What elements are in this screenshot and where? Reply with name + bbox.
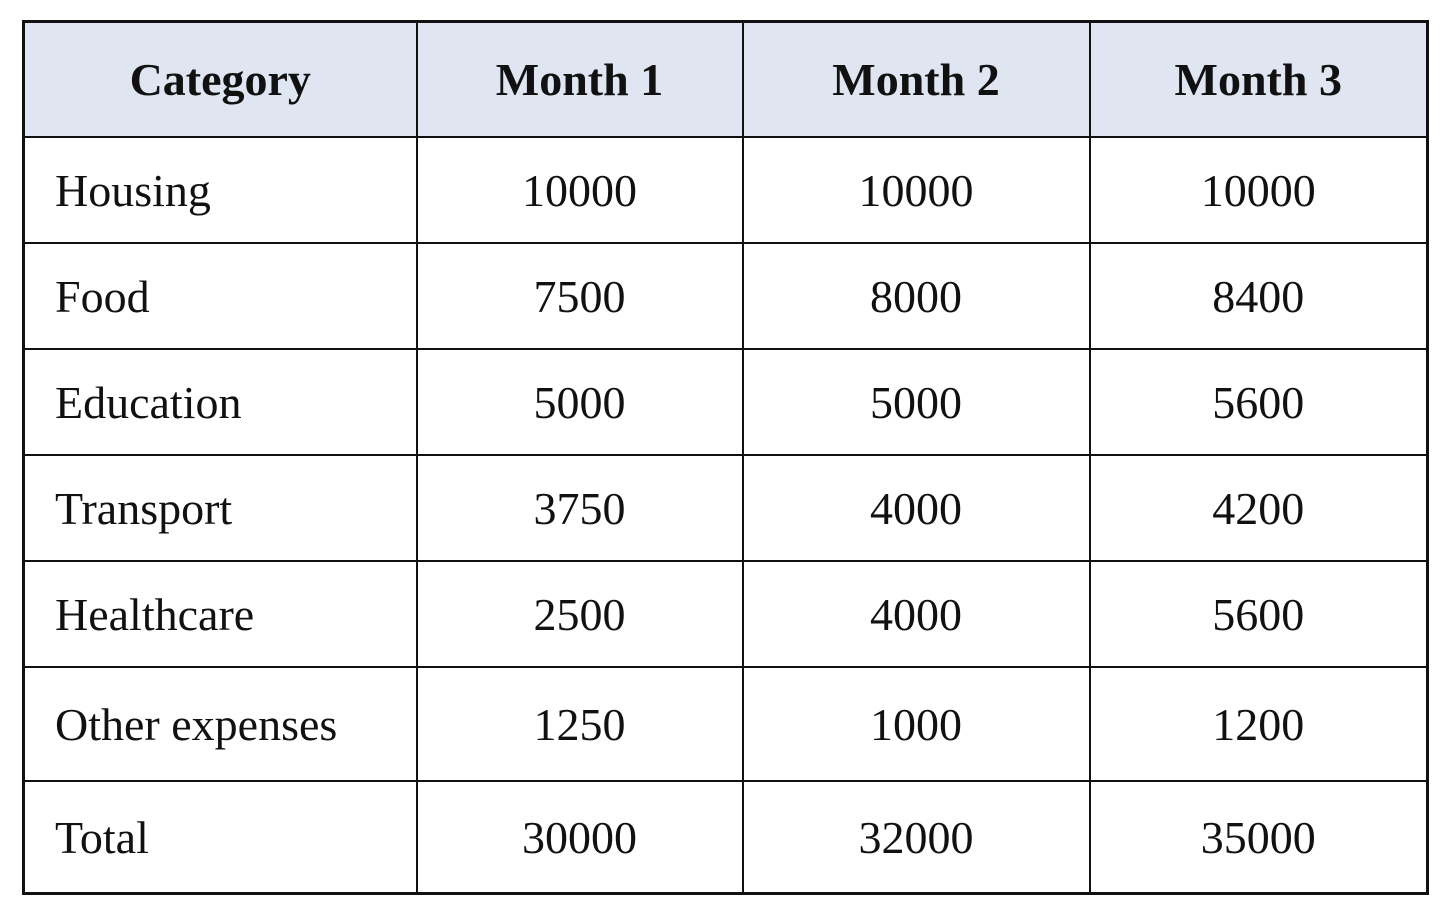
value-cell: 4200 [1088,454,1429,562]
table-body: Housing 10000 10000 10000 Food 7500 8000 8400 Ed… [22,136,1429,895]
table-row: Other expenses 1250 1000 1200 [22,666,1429,782]
value-cell: 1250 [415,666,744,782]
header-cell: Category [22,20,418,138]
value-cell: 8400 [1088,242,1429,350]
table-wrap: Category Month 1 Month 2 Month 3 Housing 100… [22,20,1429,895]
value-cell: 1000 [741,666,1091,782]
table-row: Healthcare 2500 4000 5600 [22,560,1429,668]
header-cell: Month 1 [415,20,744,138]
value-cell: 35000 [1088,780,1429,895]
value-cell: 7500 [415,242,744,350]
row-label: Food [22,242,418,350]
header-row: Category Month 1 Month 2 Month 3 [22,20,1429,138]
value-cell: 1200 [1088,666,1429,782]
value-cell: 3750 [415,454,744,562]
table-row: Food 7500 8000 8400 [22,242,1429,350]
value-cell: 5600 [1088,348,1429,456]
expense-table: Category Month 1 Month 2 Month 3 Housing 100… [22,20,1429,895]
value-cell: 10000 [741,136,1091,244]
value-cell: 5000 [415,348,744,456]
value-cell: 10000 [415,136,744,244]
table-row: Housing 10000 10000 10000 [22,136,1429,244]
table-row: Education 5000 5000 5600 [22,348,1429,456]
row-label: Education [22,348,418,456]
table-row: Total 30000 32000 35000 [22,780,1429,895]
row-label: Healthcare [22,560,418,668]
header-cell: Month 2 [741,20,1091,138]
value-cell: 2500 [415,560,744,668]
value-cell: 5000 [741,348,1091,456]
value-cell: 32000 [741,780,1091,895]
header-cell: Month 3 [1088,20,1429,138]
value-cell: 30000 [415,780,744,895]
value-cell: 10000 [1088,136,1429,244]
value-cell: 4000 [741,560,1091,668]
row-label: Other expenses [22,666,418,782]
row-label: Transport [22,454,418,562]
value-cell: 5600 [1088,560,1429,668]
table-row: Transport 3750 4000 4200 [22,454,1429,562]
value-cell: 4000 [741,454,1091,562]
row-label: Housing [22,136,418,244]
row-label: Total [22,780,418,895]
value-cell: 8000 [741,242,1091,350]
